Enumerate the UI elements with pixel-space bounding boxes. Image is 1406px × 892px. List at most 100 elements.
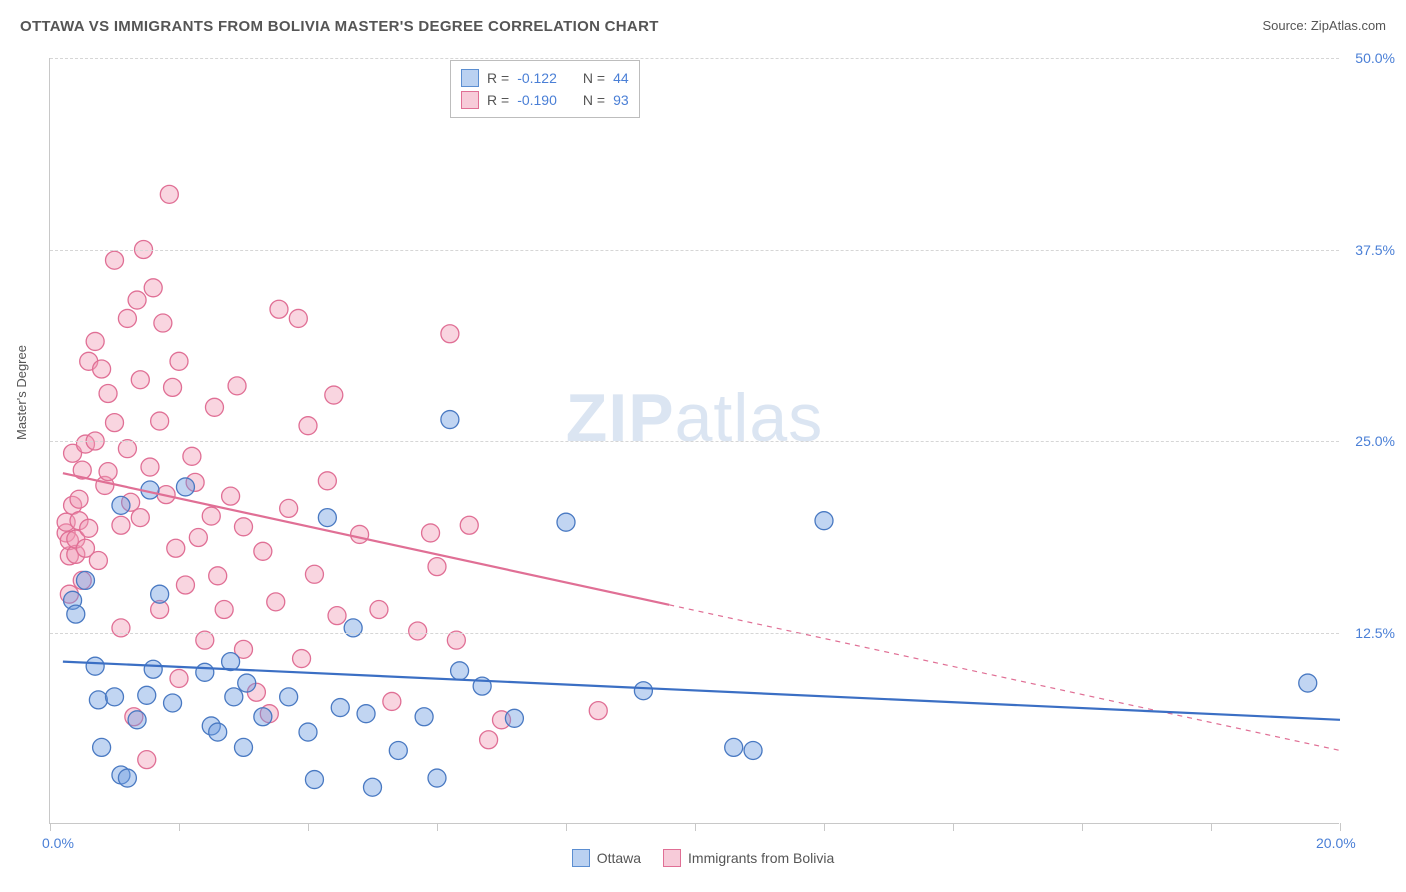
r-label-2: R = — [487, 89, 509, 111]
data-point — [344, 619, 362, 637]
data-point — [293, 650, 311, 668]
data-point — [280, 688, 298, 706]
data-point — [80, 519, 98, 537]
data-point — [89, 691, 107, 709]
data-point — [318, 472, 336, 490]
data-point — [67, 605, 85, 623]
data-point — [154, 314, 172, 332]
data-point — [254, 542, 272, 560]
stat-legend: R = -0.122 N = 44 R = -0.190 N = 93 — [450, 60, 640, 118]
stat-row-ottawa: R = -0.122 N = 44 — [461, 67, 629, 89]
data-point — [144, 660, 162, 678]
data-point — [505, 709, 523, 727]
x-tick — [695, 823, 696, 831]
data-point — [480, 731, 498, 749]
data-point — [364, 778, 382, 796]
data-point — [131, 509, 149, 527]
data-point — [131, 371, 149, 389]
data-point — [144, 279, 162, 297]
data-point — [176, 576, 194, 594]
data-point — [441, 325, 459, 343]
data-point — [235, 738, 253, 756]
data-point — [93, 360, 111, 378]
y-tick-label: 25.0% — [1355, 433, 1395, 449]
x-tick — [953, 823, 954, 831]
legend-label-bolivia: Immigrants from Bolivia — [688, 850, 834, 866]
data-point — [106, 688, 124, 706]
data-point — [215, 601, 233, 619]
n-label: N = — [583, 67, 605, 89]
data-point — [209, 723, 227, 741]
data-point — [89, 551, 107, 569]
data-point — [357, 705, 375, 723]
data-point — [222, 487, 240, 505]
data-point — [328, 607, 346, 625]
n-value-ottawa: 44 — [613, 67, 629, 89]
data-point — [441, 411, 459, 429]
data-point — [238, 674, 256, 692]
data-point — [744, 741, 762, 759]
source-label: Source: ZipAtlas.com — [1262, 18, 1386, 33]
data-point — [76, 571, 94, 589]
data-point — [106, 414, 124, 432]
data-point — [305, 771, 323, 789]
data-point — [176, 478, 194, 496]
x-tick — [50, 823, 51, 831]
data-point — [389, 741, 407, 759]
data-point — [409, 622, 427, 640]
n-value-bolivia: 93 — [613, 89, 629, 111]
data-point — [189, 529, 207, 547]
n-label-2: N = — [583, 89, 605, 111]
data-point — [138, 751, 156, 769]
r-value-bolivia: -0.190 — [517, 89, 557, 111]
gridline — [50, 250, 1339, 251]
data-point — [86, 657, 104, 675]
swatch-blue-icon — [572, 849, 590, 867]
data-point — [254, 708, 272, 726]
swatch-blue-icon — [461, 69, 479, 87]
data-point — [428, 558, 446, 576]
stat-row-bolivia: R = -0.190 N = 93 — [461, 89, 629, 111]
data-point — [106, 251, 124, 269]
data-point — [351, 525, 369, 543]
data-point — [370, 601, 388, 619]
data-point — [128, 711, 146, 729]
data-point — [170, 669, 188, 687]
data-point — [451, 662, 469, 680]
data-point — [289, 309, 307, 327]
data-point — [428, 769, 446, 787]
data-point — [86, 332, 104, 350]
x-tick — [1340, 823, 1341, 831]
data-point — [228, 377, 246, 395]
data-point — [305, 565, 323, 583]
data-point — [383, 692, 401, 710]
plot-area: ZIPatlas 12.5%25.0%37.5%50.0%0.0%20.0% — [49, 58, 1339, 824]
y-tick-label: 12.5% — [1355, 625, 1395, 641]
legend-item-bolivia: Immigrants from Bolivia — [663, 849, 834, 867]
data-point — [196, 663, 214, 681]
data-point — [299, 417, 317, 435]
swatch-pink-icon — [461, 91, 479, 109]
y-tick-label: 50.0% — [1355, 50, 1395, 66]
data-point — [725, 738, 743, 756]
gridline — [50, 633, 1339, 634]
data-point — [557, 513, 575, 531]
data-point — [267, 593, 285, 611]
data-point — [112, 619, 130, 637]
data-point — [112, 516, 130, 534]
x-tick — [824, 823, 825, 831]
data-point — [318, 509, 336, 527]
data-point — [118, 309, 136, 327]
x-tick — [1211, 823, 1212, 831]
bottom-legend: Ottawa Immigrants from Bolivia — [0, 849, 1406, 867]
data-point — [460, 516, 478, 534]
data-point — [447, 631, 465, 649]
data-point — [331, 699, 349, 717]
data-point — [415, 708, 433, 726]
r-value-ottawa: -0.122 — [517, 67, 557, 89]
data-point — [170, 352, 188, 370]
data-point — [138, 686, 156, 704]
gridline — [50, 441, 1339, 442]
data-point — [118, 440, 136, 458]
data-point — [141, 458, 159, 476]
